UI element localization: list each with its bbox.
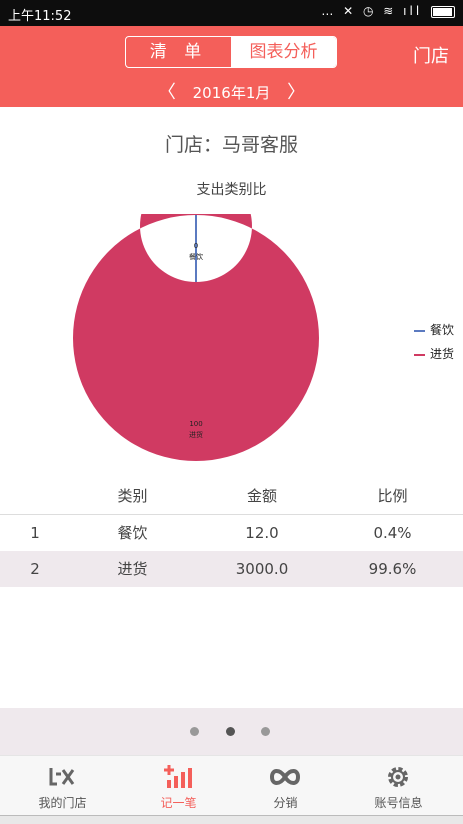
status-icons: … ✕ ◷ ≋ ıll [321, 4, 455, 18]
legend-label: 餐饮 [430, 323, 455, 337]
page-dot[interactable] [261, 727, 270, 736]
row-index: 2 [30, 560, 40, 578]
slice-category-label: 进货 [189, 430, 203, 439]
chart-title: 支出类别比 [196, 182, 267, 198]
record-icon [164, 765, 192, 788]
legend-item: 餐饮 [414, 322, 454, 346]
table-row[interactable]: 2 进货 3000.0 99.6% [0, 551, 463, 587]
table-header-row: 类别 金额 比例 [0, 478, 463, 515]
chart-legend: 餐饮 进货 [414, 322, 454, 370]
tab-label: 记一笔 [160, 796, 197, 810]
slice-category-label: 餐饮 [189, 252, 203, 261]
store-title: 门店：马哥客服 [164, 134, 298, 156]
month-label: 2016年1月 [192, 84, 271, 102]
row-category: 餐饮 [117, 524, 148, 542]
legend-label: 进货 [430, 347, 455, 361]
month-selector: 〈 2016年1月 〉 [0, 78, 463, 104]
distribution-icon [270, 769, 300, 785]
tab-chart-analysis[interactable]: 图表分析 [231, 37, 336, 67]
row-amount: 3000.0 [235, 560, 289, 578]
legend-swatch [414, 353, 425, 356]
page-dot[interactable] [190, 727, 199, 736]
page-dot-active[interactable] [226, 727, 235, 736]
status-bar: 上午11:52 … ✕ ◷ ≋ ıll [0, 0, 463, 26]
table-row[interactable]: 1 餐饮 12.0 0.4% [0, 515, 463, 551]
chevron-left-icon[interactable]: 〈 [157, 82, 176, 103]
row-amount: 12.0 [245, 524, 279, 542]
tab-distribution[interactable]: 分销 [228, 756, 343, 816]
store-icon [49, 768, 75, 786]
view-segmented-control: 清 单 图表分析 [125, 36, 337, 68]
row-ratio: 99.6% [368, 560, 417, 578]
tab-account-info[interactable]: 账号信息 [341, 756, 456, 816]
row-index: 1 [30, 524, 40, 542]
expense-donut-chart: 0 餐饮 100 进货 [72, 214, 319, 461]
tab-label: 我的门店 [38, 796, 87, 810]
app-header: 清 单 图表分析 门店 〈 2016年1月 〉 [0, 26, 463, 107]
row-category: 进货 [117, 560, 148, 578]
page-indicator [0, 708, 463, 755]
legend-swatch [414, 329, 425, 332]
tab-my-store[interactable]: 我的门店 [5, 756, 120, 816]
category-table: 类别 金额 比例 1 餐饮 12.0 0.4% 2 进货 3000.0 99.6… [0, 478, 463, 587]
column-header: 金额 [246, 487, 277, 505]
slice-value-label: 100 [189, 420, 202, 428]
chevron-right-icon[interactable]: 〉 [287, 82, 306, 103]
tab-label: 账号信息 [374, 796, 423, 810]
status-icon-glyphs: … ✕ ◷ ≋ ıll [321, 4, 423, 18]
status-time: 上午11:52 [8, 9, 72, 24]
tab-list[interactable]: 清 单 [149, 42, 208, 62]
row-ratio: 0.4% [373, 524, 412, 542]
tab-label: 分销 [273, 796, 298, 810]
settings-gear-icon [388, 767, 408, 787]
bottom-edge-strip [0, 815, 463, 824]
battery-icon [431, 5, 455, 18]
slice-value-label: 0 [194, 242, 198, 250]
store-button[interactable]: 门店 [413, 46, 449, 67]
legend-item: 进货 [414, 346, 454, 370]
donut-slice-1[interactable] [72, 214, 319, 461]
column-header: 比例 [377, 487, 408, 505]
column-header: 类别 [117, 487, 148, 505]
tab-record[interactable]: 记一笔 [121, 756, 236, 816]
bottom-tab-bar: 我的门店 记一笔 分销 账号信息 [0, 755, 463, 816]
